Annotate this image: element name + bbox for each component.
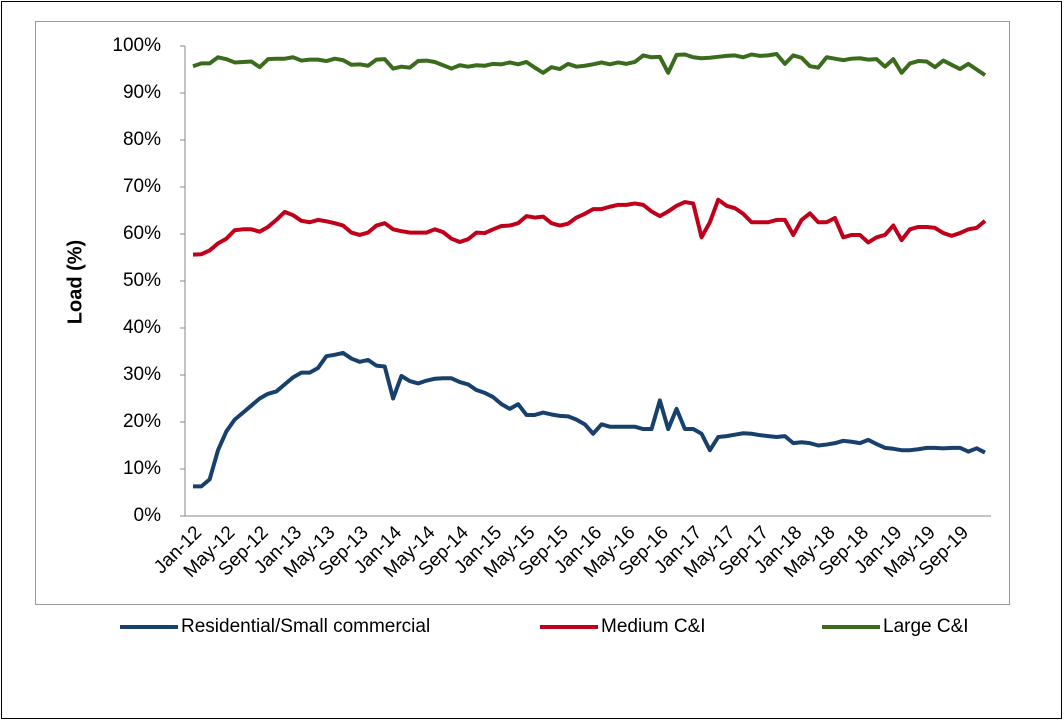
y-tick-label: 20% [123,411,161,432]
y-tick-label: 90% [123,82,161,103]
series-line [192,197,987,257]
legend-label: Medium C&I [601,616,706,637]
legend-label: Large C&I [883,616,969,637]
y-axis-label: Load (%) [64,240,86,324]
y-tick-label: 100% [112,35,161,56]
y-tick-label: 30% [123,364,161,385]
y-tick-label: 10% [123,458,161,479]
y-tick-label: 50% [123,270,161,291]
y-tick-label: 70% [123,176,161,197]
y-tick-label: 0% [134,505,162,526]
series-line [192,51,987,77]
chart-frame [35,21,1010,605]
y-tick-label: 40% [123,317,161,338]
y-tick-label: 80% [123,129,161,150]
y-tick-label: 60% [123,223,161,244]
legend-label: Residential/Small commercial [181,616,430,637]
series-line [193,350,986,489]
